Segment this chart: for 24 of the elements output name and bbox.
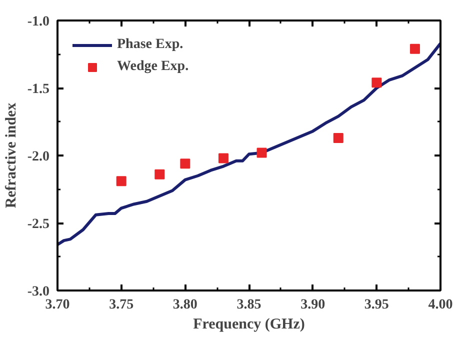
y-tick-label: -2.0 bbox=[27, 150, 50, 164]
y-tick-label: -3.0 bbox=[27, 284, 50, 300]
x-tick-label: 3.95 bbox=[364, 298, 389, 312]
point bbox=[256, 148, 267, 158]
point bbox=[410, 44, 420, 54]
y-tick-label: -1.5 bbox=[27, 82, 50, 97]
x-tick-label: 3.75 bbox=[109, 298, 134, 312]
y-tick-label: -1.0 bbox=[27, 14, 50, 30]
point bbox=[218, 153, 228, 164]
x-axis-title: Frequency (GHz) bbox=[193, 316, 305, 332]
point bbox=[372, 78, 382, 88]
x-tick-label: 3.70 bbox=[45, 298, 70, 312]
x-tick-label: 3.85 bbox=[236, 298, 262, 312]
x-tick-label: 4.00 bbox=[428, 298, 453, 312]
x-tick-label: 3.80 bbox=[172, 298, 198, 312]
point bbox=[333, 132, 344, 143]
point bbox=[180, 158, 190, 169]
x-tick-label: 3.90 bbox=[300, 298, 326, 312]
point bbox=[116, 176, 126, 186]
legend-label: Wedge Exp. bbox=[117, 59, 189, 75]
y-tick-label: -2.5 bbox=[27, 217, 50, 232]
y-axis-title: Refractive index bbox=[3, 102, 20, 208]
point bbox=[154, 169, 165, 180]
legend-label: Phase Exp. bbox=[117, 37, 184, 53]
